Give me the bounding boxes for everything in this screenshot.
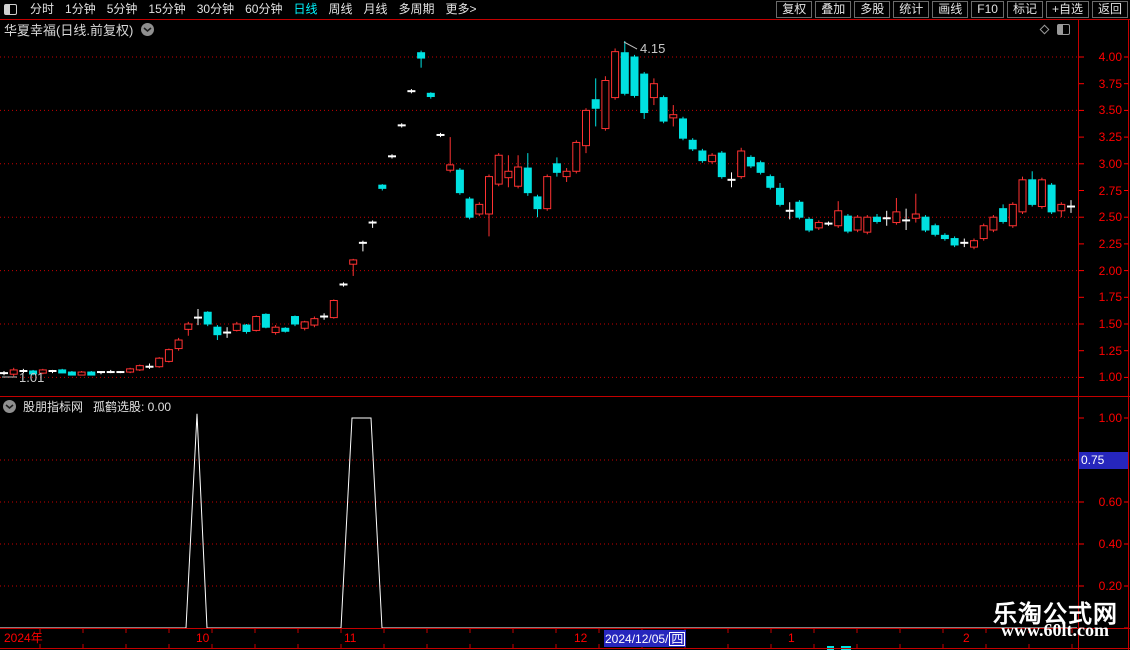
cursor-date-text: 2024/12/05/ bbox=[605, 631, 669, 646]
menu-item-1[interactable]: 分时 bbox=[30, 2, 55, 16]
page-title: 华夏幸福(日线.前复权) bbox=[4, 23, 134, 38]
svg-text:1.01: 1.01 bbox=[19, 370, 44, 385]
price-axis-label: 1.75 bbox=[1098, 290, 1122, 304]
indicator-line bbox=[0, 413, 1077, 629]
menu-item-5[interactable]: 30分钟 bbox=[196, 2, 235, 16]
menu-item-4[interactable]: 15分钟 bbox=[148, 2, 186, 16]
menu-button-8[interactable]: +自选 bbox=[1045, 1, 1089, 18]
price-axis-label: 3.50 bbox=[1098, 103, 1122, 117]
indicator-name-value: 孤鹤选股: 0.00 bbox=[93, 400, 172, 414]
indicator-pane-header: 股朋指标网 孤鹤选股: 0.00 bbox=[0, 399, 171, 414]
yaxis-border bbox=[1078, 20, 1079, 650]
split-view-icon[interactable] bbox=[1057, 24, 1070, 35]
chart-titlebar: 华夏幸福(日线.前复权) bbox=[0, 21, 155, 38]
menu-item-7[interactable]: 日线 bbox=[293, 2, 318, 16]
pane-divider bbox=[0, 396, 1130, 397]
time-axis-label: 2024年 bbox=[4, 631, 43, 645]
menu-button-7[interactable]: 标记 bbox=[1006, 1, 1043, 18]
menu-button-4[interactable]: 统计 bbox=[893, 1, 930, 18]
tool-menu: 复权 叠加 多股 统计 画线 F10 标记 +自选 返回 bbox=[776, 1, 1128, 18]
menu-button-3[interactable]: 多股 bbox=[854, 1, 891, 18]
price-axis-label: 1.25 bbox=[1098, 344, 1122, 358]
top-menubar: 分时 1分钟 5分钟 15分钟 30分钟 60分钟 日线 周线 月线 多周期 更多> 复权 叠加 多股统… bbox=[0, 0, 1130, 19]
chevron-down-icon[interactable] bbox=[141, 23, 155, 36]
gridlines bbox=[0, 56, 1078, 587]
axis-ticks bbox=[39, 56, 1128, 648]
chevron-down-icon[interactable] bbox=[3, 400, 16, 413]
xaxis-top-line bbox=[0, 628, 1130, 629]
indicator-axis-label: 1.00 bbox=[1098, 411, 1122, 425]
indicator-axis-label: 0.40 bbox=[1098, 537, 1122, 551]
menu-item-9[interactable]: 月线 bbox=[363, 2, 388, 16]
menu-item-3[interactable]: 5分钟 bbox=[106, 2, 138, 16]
price-annotations: 4.15 1.01 bbox=[2, 41, 665, 385]
price-axis-label: 2.75 bbox=[1098, 184, 1122, 198]
price-axis-label: 4.00 bbox=[1098, 50, 1122, 64]
svg-text:4.15: 4.15 bbox=[640, 41, 665, 56]
price-axis-label: 3.75 bbox=[1098, 77, 1122, 91]
cursor-date-badge: 2024/12/05/ 四 bbox=[604, 630, 687, 647]
menu-button-9[interactable]: 返回 bbox=[1091, 1, 1128, 18]
price-axis-label: 1.50 bbox=[1098, 317, 1122, 331]
panel-layout-icon[interactable] bbox=[4, 4, 17, 15]
menu-button-1[interactable]: 复权 bbox=[776, 1, 813, 18]
price-axis-label: 3.00 bbox=[1098, 157, 1122, 171]
price-axis-label: 1.00 bbox=[1098, 370, 1122, 384]
time-axis-label: 11 bbox=[344, 631, 357, 645]
xaxis-bottom-line bbox=[0, 648, 1130, 649]
cursor-weekday-text: 四 bbox=[669, 631, 686, 646]
menu-button-6[interactable]: F10 bbox=[971, 1, 1004, 18]
watermark-site-url: www.60lt.com bbox=[1001, 620, 1109, 640]
menu-item-6[interactable]: 60分钟 bbox=[245, 2, 283, 16]
window-right-border bbox=[1128, 20, 1129, 650]
period-menu: 分时 1分钟 5分钟 15分钟 30分钟 60分钟 日线 周线 月线 多周期 更多> bbox=[30, 0, 776, 19]
time-axis-label: 12 bbox=[574, 631, 588, 645]
watermark-site-name: 乐淘公式网 bbox=[993, 601, 1118, 628]
indicator-source-label: 股朋指标网 bbox=[23, 400, 84, 414]
menu-button-5[interactable]: 画线 bbox=[932, 1, 969, 18]
candlestick-series bbox=[0, 40, 1075, 377]
price-axis-label: 2.50 bbox=[1098, 210, 1122, 224]
menu-item-2[interactable]: 1分钟 bbox=[65, 2, 96, 16]
menu-item-11[interactable]: 更多> bbox=[445, 2, 477, 16]
price-axis-label: 2.00 bbox=[1098, 264, 1122, 278]
time-axis-label: 10 bbox=[196, 631, 210, 645]
menu-item-8[interactable]: 周线 bbox=[328, 2, 353, 16]
time-axis-label: 2 bbox=[963, 631, 970, 645]
time-axis-label: 1 bbox=[788, 631, 795, 645]
price-axis-label: 3.25 bbox=[1098, 130, 1122, 144]
menu-item-10[interactable]: 多周期 bbox=[398, 2, 435, 16]
indicator-axis-label: 0.20 bbox=[1098, 579, 1122, 593]
price-axis-label: 2.25 bbox=[1098, 237, 1122, 251]
menubar-divider bbox=[0, 19, 1130, 20]
indicator-axis-label: 0.60 bbox=[1098, 495, 1122, 509]
cursor-value-badge: 0.75 bbox=[1079, 452, 1128, 469]
menu-button-2[interactable]: 叠加 bbox=[815, 1, 852, 18]
